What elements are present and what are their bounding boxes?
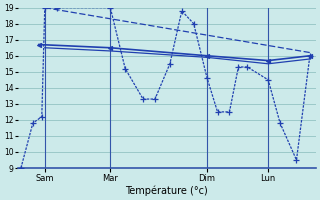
X-axis label: Température (°c): Température (°c): [125, 185, 208, 196]
